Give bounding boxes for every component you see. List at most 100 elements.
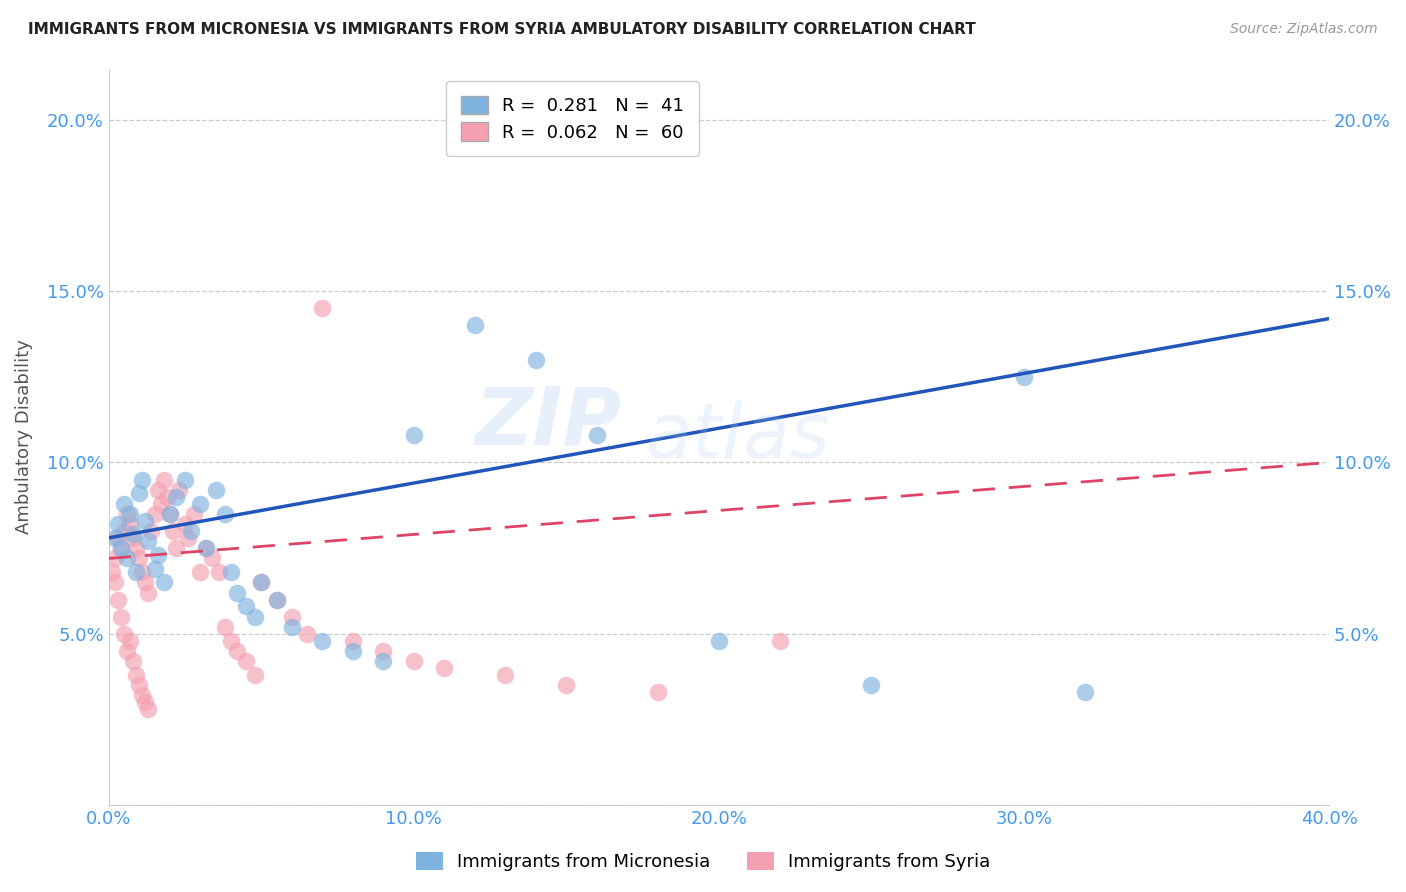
Point xyxy=(143,507,166,521)
Point xyxy=(177,531,200,545)
Text: IMMIGRANTS FROM MICRONESIA VS IMMIGRANTS FROM SYRIA AMBULATORY DISABILITY CORREL: IMMIGRANTS FROM MICRONESIA VS IMMIGRANTS… xyxy=(28,22,976,37)
Point xyxy=(295,627,318,641)
Point xyxy=(107,531,129,545)
Point xyxy=(183,507,205,521)
Point xyxy=(125,668,148,682)
Point xyxy=(201,551,224,566)
Point xyxy=(104,575,127,590)
Point xyxy=(128,551,150,566)
Point xyxy=(174,473,197,487)
Point xyxy=(342,633,364,648)
Point xyxy=(152,575,174,590)
Point xyxy=(219,633,242,648)
Text: ZIP: ZIP xyxy=(474,383,621,461)
Point xyxy=(464,318,486,333)
Point xyxy=(143,562,166,576)
Point xyxy=(115,551,138,566)
Point xyxy=(188,497,211,511)
Text: Source: ZipAtlas.com: Source: ZipAtlas.com xyxy=(1230,22,1378,37)
Point xyxy=(555,678,578,692)
Point xyxy=(125,541,148,556)
Point xyxy=(342,644,364,658)
Point xyxy=(120,633,142,648)
Point xyxy=(134,695,156,709)
Point xyxy=(104,531,127,545)
Point xyxy=(180,524,202,538)
Point xyxy=(122,527,145,541)
Point xyxy=(245,668,267,682)
Point xyxy=(860,678,883,692)
Point xyxy=(250,575,273,590)
Point xyxy=(707,633,730,648)
Point xyxy=(235,654,257,668)
Point xyxy=(115,644,138,658)
Point xyxy=(373,654,395,668)
Point xyxy=(134,575,156,590)
Point xyxy=(165,541,187,556)
Point xyxy=(214,507,236,521)
Point xyxy=(120,517,142,532)
Point xyxy=(174,517,197,532)
Point xyxy=(188,565,211,579)
Point xyxy=(225,644,247,658)
Point xyxy=(141,524,163,538)
Point xyxy=(125,565,148,579)
Point xyxy=(250,575,273,590)
Point xyxy=(138,702,160,716)
Point xyxy=(1012,369,1035,384)
Point xyxy=(769,633,792,648)
Point xyxy=(112,627,135,641)
Point xyxy=(110,541,132,556)
Point xyxy=(122,531,145,545)
Point xyxy=(110,541,132,556)
Point xyxy=(131,689,153,703)
Point xyxy=(281,620,304,634)
Point xyxy=(245,609,267,624)
Point xyxy=(373,644,395,658)
Point xyxy=(167,483,190,497)
Point xyxy=(146,483,169,497)
Point xyxy=(524,352,547,367)
Text: atlas: atlas xyxy=(645,400,830,474)
Y-axis label: Ambulatory Disability: Ambulatory Disability xyxy=(15,339,32,534)
Point xyxy=(494,668,516,682)
Point xyxy=(152,473,174,487)
Point xyxy=(1074,685,1097,699)
Point xyxy=(281,609,304,624)
Point xyxy=(146,548,169,562)
Point xyxy=(115,507,138,521)
Point xyxy=(311,633,333,648)
Point xyxy=(131,473,153,487)
Point xyxy=(159,507,181,521)
Point xyxy=(107,517,129,532)
Point xyxy=(311,301,333,316)
Point xyxy=(104,551,127,566)
Point xyxy=(195,541,218,556)
Point xyxy=(112,497,135,511)
Point xyxy=(101,565,124,579)
Point xyxy=(156,490,179,504)
Point xyxy=(433,661,456,675)
Point xyxy=(195,541,218,556)
Point xyxy=(131,565,153,579)
Point xyxy=(162,524,184,538)
Point xyxy=(235,599,257,614)
Point xyxy=(266,592,288,607)
Point xyxy=(128,486,150,500)
Point xyxy=(402,428,425,442)
Point xyxy=(647,685,669,699)
Point xyxy=(107,592,129,607)
Point xyxy=(138,534,160,549)
Point xyxy=(112,524,135,538)
Point xyxy=(138,585,160,599)
Point xyxy=(207,565,229,579)
Point xyxy=(402,654,425,668)
Point xyxy=(165,490,187,504)
Point xyxy=(159,507,181,521)
Point xyxy=(225,585,247,599)
Point xyxy=(134,514,156,528)
Legend: Immigrants from Micronesia, Immigrants from Syria: Immigrants from Micronesia, Immigrants f… xyxy=(409,845,997,879)
Point xyxy=(266,592,288,607)
Point xyxy=(586,428,609,442)
Point xyxy=(120,507,142,521)
